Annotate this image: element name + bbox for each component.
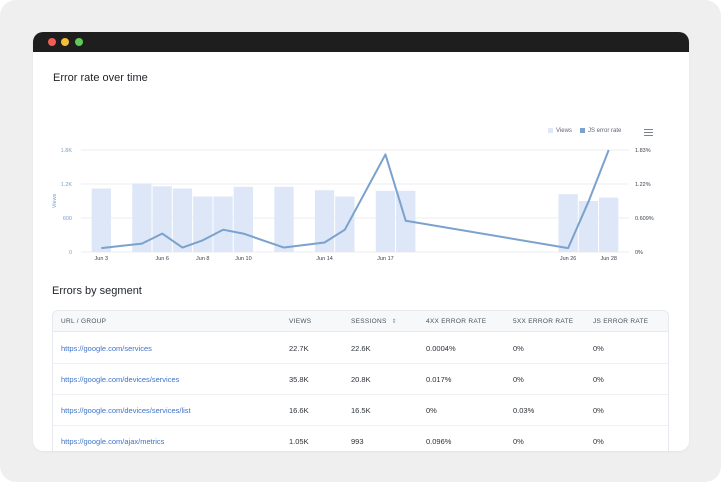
views-bar bbox=[599, 197, 619, 252]
cell-views: 35.8K bbox=[289, 375, 309, 384]
x-axis-tick-label: Jun 17 bbox=[377, 256, 394, 262]
right-axis-tick-label: 1.83% bbox=[635, 148, 651, 154]
views-bar bbox=[314, 190, 335, 252]
cell-js-rate: 0% bbox=[593, 406, 604, 415]
cell-5xx-rate: 0% bbox=[513, 344, 524, 353]
legend-item-views[interactable]: Views bbox=[548, 128, 572, 134]
close-window-dot[interactable] bbox=[48, 38, 56, 46]
window-content: Error rate over time Views JS error rate… bbox=[33, 52, 689, 451]
hamburger-menu-icon[interactable] bbox=[644, 129, 653, 136]
cell-js-rate: 0% bbox=[593, 375, 604, 384]
views-bar bbox=[213, 196, 233, 252]
x-axis-tick-label: Jun 3 bbox=[95, 256, 108, 262]
left-axis-tick-label: 1.2K bbox=[61, 182, 73, 188]
cell-5xx-rate: 0.03% bbox=[513, 406, 535, 415]
column-header-js[interactable]: JS ERROR RATE bbox=[593, 318, 649, 325]
views-bar bbox=[233, 186, 254, 252]
left-axis-tick-label: 1.8K bbox=[61, 148, 73, 154]
left-axis-label: Views bbox=[52, 193, 58, 208]
cell-views: 16.6K bbox=[289, 406, 309, 415]
right-axis-tick-label: 0.609% bbox=[635, 216, 654, 222]
cell-js-rate: 0% bbox=[593, 344, 604, 353]
x-axis-tick-label: Jun 26 bbox=[560, 256, 577, 262]
cell-5xx-rate: 0% bbox=[513, 375, 524, 384]
column-header-url[interactable]: URL / GROUP bbox=[61, 318, 107, 325]
views-bar bbox=[578, 201, 599, 252]
error-rate-chart: 0 0% 600 0.609% 1.2K 1.22% 1.8K 1.83% Views Jun 3… bbox=[52, 148, 654, 262]
legend-label-js-error-rate: JS error rate bbox=[588, 128, 622, 135]
errors-by-segment-table: URL / GROUP VIEWS SESSIONS ⇕ 4XX ERROR RA… bbox=[52, 310, 669, 451]
column-header-views[interactable]: VIEWS bbox=[289, 318, 312, 325]
url-link[interactable]: https://google.com/ajax/metrics bbox=[61, 437, 165, 446]
table-row[interactable]: https://google.com/services 22.7K 22.6K 0.0… bbox=[53, 333, 668, 364]
cell-sessions: 16.5K bbox=[351, 406, 371, 415]
cell-views: 22.7K bbox=[289, 344, 309, 353]
views-bar bbox=[132, 183, 152, 252]
views-bar bbox=[558, 194, 578, 252]
legend-label-views: Views bbox=[556, 128, 572, 135]
x-axis-tick-label: Jun 8 bbox=[196, 256, 209, 262]
x-axis-tick-label: Jun 14 bbox=[316, 256, 333, 262]
x-axis-tick-label: Jun 6 bbox=[155, 256, 168, 262]
cell-sessions: 20.8K bbox=[351, 375, 371, 384]
browser-window: Error rate over time Views JS error rate… bbox=[33, 32, 689, 451]
url-link[interactable]: https://google.com/services bbox=[61, 344, 152, 353]
table-row[interactable]: https://google.com/ajax/metrics 1.05K 993 0… bbox=[53, 426, 668, 451]
table-row[interactable]: https://google.com/devices/services/list… bbox=[53, 395, 668, 426]
window-titlebar bbox=[33, 32, 689, 52]
sort-arrows-icon[interactable]: ⇕ bbox=[391, 319, 397, 325]
views-bar bbox=[274, 186, 294, 252]
cell-4xx-rate: 0% bbox=[426, 406, 437, 415]
left-axis-tick-label: 600 bbox=[63, 216, 72, 222]
segment-table-title: Errors by segment bbox=[52, 285, 142, 297]
js-error-rate-line bbox=[101, 149, 610, 250]
url-link[interactable]: https://google.com/devices/services/list bbox=[61, 406, 191, 415]
column-header-4xx[interactable]: 4XX ERROR RATE bbox=[426, 318, 487, 325]
views-bar bbox=[375, 190, 396, 252]
cell-4xx-rate: 0.096% bbox=[426, 437, 452, 446]
column-header-sessions[interactable]: SESSIONS ⇕ bbox=[351, 318, 397, 325]
legend-swatch-views bbox=[548, 128, 553, 133]
cell-sessions: 993 bbox=[351, 437, 364, 446]
cell-4xx-rate: 0.017% bbox=[426, 375, 452, 384]
left-axis-tick-label: 0 bbox=[69, 250, 72, 256]
views-bar bbox=[172, 188, 193, 252]
cell-sessions: 22.6K bbox=[351, 344, 371, 353]
cell-4xx-rate: 0.0004% bbox=[426, 344, 456, 353]
maximize-window-dot[interactable] bbox=[75, 38, 83, 46]
x-axis-tick-label: Jun 10 bbox=[235, 256, 252, 262]
x-axis-tick-label: Jun 28 bbox=[600, 256, 617, 262]
cell-views: 1.05K bbox=[289, 437, 309, 446]
column-header-5xx[interactable]: 5XX ERROR RATE bbox=[513, 318, 574, 325]
url-link[interactable]: https://google.com/devices/services bbox=[61, 375, 180, 384]
views-bar bbox=[91, 188, 111, 252]
minimize-window-dot[interactable] bbox=[61, 38, 69, 46]
legend-item-js-error-rate[interactable]: JS error rate bbox=[580, 128, 621, 134]
legend-swatch-js-error-rate bbox=[580, 128, 585, 133]
table-header: URL / GROUP VIEWS SESSIONS ⇕ 4XX ERROR RA… bbox=[53, 311, 668, 332]
right-axis-tick-label: 0% bbox=[635, 250, 643, 256]
table-row[interactable]: https://google.com/devices/services 35.8K… bbox=[53, 364, 668, 395]
cell-js-rate: 0% bbox=[593, 437, 604, 446]
views-bar bbox=[335, 196, 355, 252]
cell-5xx-rate: 0% bbox=[513, 437, 524, 446]
right-axis-tick-label: 1.22% bbox=[635, 182, 651, 188]
chart-title: Error rate over time bbox=[53, 72, 148, 84]
views-bar bbox=[152, 186, 172, 252]
